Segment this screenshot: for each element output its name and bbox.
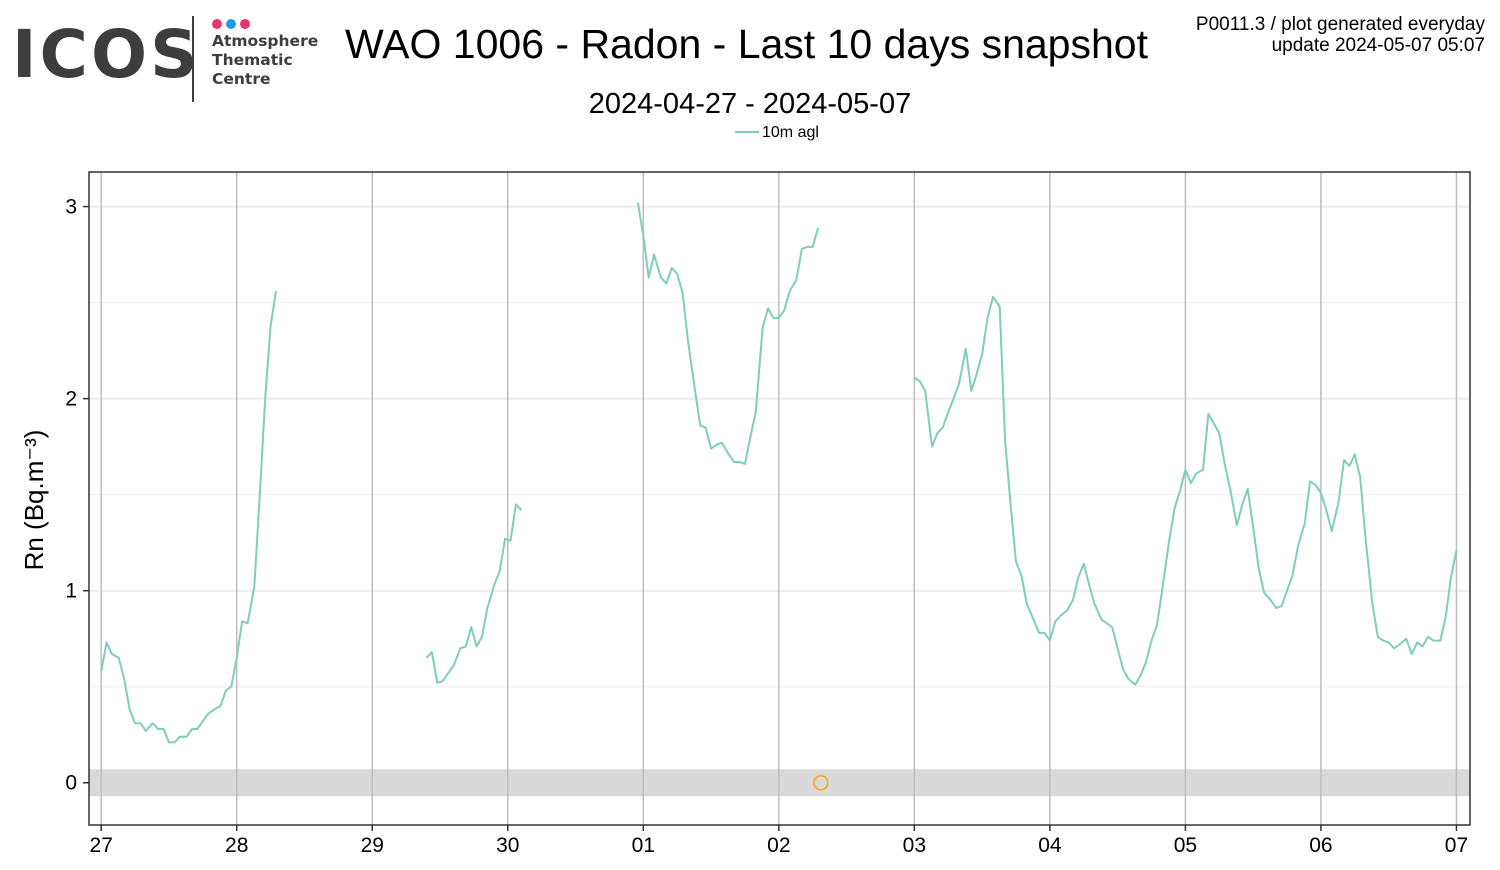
flag-points xyxy=(813,774,829,791)
y-tick-label-3: 3 xyxy=(65,196,77,219)
x-tick-label-28: 28 xyxy=(225,834,248,857)
flag-point-1 xyxy=(813,774,829,791)
series-line-segment-1 xyxy=(100,290,277,744)
logo-wordmark: ICOS xyxy=(12,16,201,93)
series-line-segment-3 xyxy=(636,202,820,465)
legend-key-10m xyxy=(735,130,759,133)
logo-dots xyxy=(212,16,254,29)
series-10m-agl xyxy=(100,202,1458,744)
x-tick-label-05: 05 xyxy=(1174,834,1197,857)
x-tick-label-29: 29 xyxy=(361,834,384,857)
icos-logo: ICOS Atmosphere Thematic Centre xyxy=(8,12,328,107)
chart-title: WAO 1006 - Radon - Last 10 days snapshot xyxy=(345,21,1148,67)
logo-dot-1 xyxy=(212,19,222,29)
x-tick-label-30: 30 xyxy=(496,834,519,857)
x-tick-label-01: 01 xyxy=(632,834,655,857)
logo-divider xyxy=(192,16,194,102)
x-tick-label-04: 04 xyxy=(1038,834,1062,857)
logo-dot-2 xyxy=(226,19,236,29)
y-tick-label-2: 2 xyxy=(65,388,77,411)
meta-line-2: update 2024-05-07 05:07 xyxy=(1271,35,1485,56)
x-tick-label-02: 02 xyxy=(767,834,790,857)
y-tick-label-0: 0 xyxy=(65,772,77,795)
x-tick-label-07: 07 xyxy=(1445,834,1468,857)
meta-line-1: P0011.3 / plot generated everyday xyxy=(1195,14,1485,35)
series-line-segment-2 xyxy=(425,503,523,684)
chart-subtitle: 2024-04-27 - 2024-05-07 xyxy=(588,88,912,120)
logo-subtitle: Atmosphere Thematic Centre xyxy=(212,32,318,89)
x-axis-ticks: 27 28 29 30 01 02 03 04 05 06 07 xyxy=(90,825,1468,857)
logo-sub-line-2: Thematic xyxy=(212,51,293,69)
y-tick-label-1: 1 xyxy=(65,580,77,603)
y-axis-ticks: 0 1 2 3 xyxy=(65,196,89,795)
legend: 10m agl xyxy=(735,125,819,141)
major-grid xyxy=(100,172,1458,825)
x-tick-label-27: 27 xyxy=(90,834,113,857)
series-line-segment-4 xyxy=(913,295,1458,686)
logo-sub-line-3: Centre xyxy=(212,70,271,88)
logo-sub-line-1: Atmosphere xyxy=(212,32,319,50)
x-tick-label-03: 03 xyxy=(903,834,926,857)
x-tick-label-06: 06 xyxy=(1309,834,1332,857)
legend-label-10m: 10m agl xyxy=(762,124,819,141)
plot-meta: P0011.3 / plot generated everyday update… xyxy=(1196,14,1485,56)
logo-dot-3 xyxy=(240,19,250,29)
